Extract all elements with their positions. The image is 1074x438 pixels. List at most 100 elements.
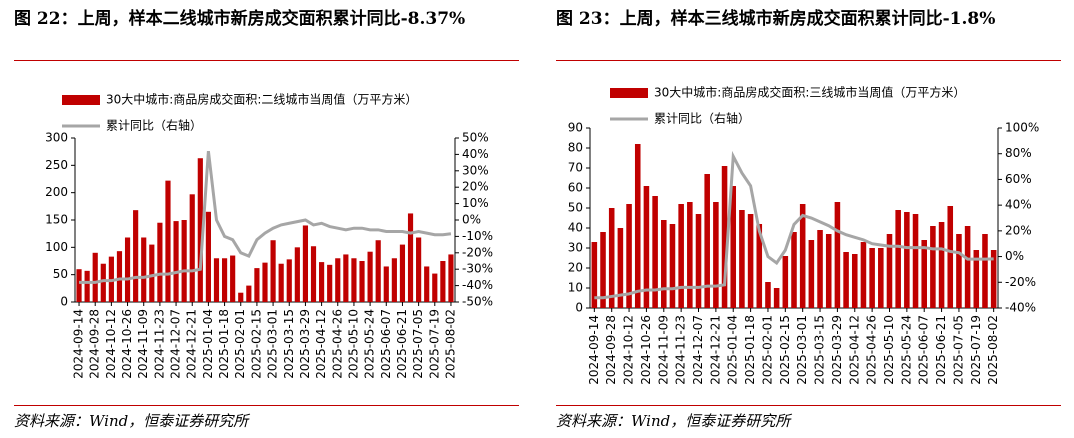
y-tick-label: 0 — [575, 301, 583, 315]
line — [594, 150, 994, 300]
bar — [213, 258, 220, 302]
bar — [756, 224, 763, 308]
legend-swatch — [62, 95, 100, 105]
bar — [351, 258, 357, 302]
x-tick-label: 2025-02-01 — [233, 309, 247, 379]
bar — [617, 228, 624, 308]
bar — [124, 237, 131, 302]
y2-tick-label: -50% — [462, 295, 493, 309]
bar — [687, 202, 693, 308]
bar — [278, 263, 284, 302]
y-tick-label: 100 — [45, 240, 68, 254]
y2-tick-label: -20% — [1005, 275, 1036, 289]
legend-swatch — [610, 88, 648, 98]
bar — [739, 210, 745, 308]
x-tick-label: 2025-03-01 — [266, 309, 280, 379]
y2-tick-label: 0% — [462, 213, 481, 227]
y2-tick-label: 80% — [1005, 146, 1032, 160]
bar — [765, 282, 771, 308]
x-tick-label: 2024-11-09 — [656, 315, 670, 385]
x-tick-label: 2025-02-15 — [778, 315, 792, 385]
bar — [319, 262, 325, 302]
bar — [197, 158, 203, 302]
bar — [808, 240, 815, 308]
bar — [359, 261, 365, 302]
source: 资料来源：Wind，恒泰证券研究所 — [14, 405, 519, 438]
bar — [773, 288, 780, 308]
bar — [335, 258, 341, 302]
bar — [424, 266, 430, 302]
bar — [262, 262, 268, 302]
x-tick-label: 2025-07-19 — [969, 315, 983, 385]
bar — [116, 251, 123, 302]
chart-title: 图 23：上周，样本三线城市新房成交面积累计同比-1.8% — [556, 4, 1061, 61]
y2-tick-label: 40% — [462, 147, 489, 161]
y-tick-label: 80 — [568, 141, 583, 155]
bar — [608, 208, 615, 308]
bar — [904, 212, 910, 308]
x-tick-label: 2025-05-10 — [882, 315, 896, 385]
x-tick-label: 2025-03-29 — [830, 315, 844, 385]
x-tick-label: 2025-04-26 — [865, 315, 879, 385]
source: 资料来源：Wind，恒泰证券研究所 — [556, 405, 1061, 438]
x-tick-label: 2025-02-15 — [249, 309, 263, 379]
y2-tick-label: 40% — [1005, 198, 1032, 212]
bar — [367, 251, 373, 302]
bar — [747, 214, 754, 308]
y2-tick-label: -40% — [462, 278, 493, 292]
x-tick-label: 2024-10-26 — [639, 315, 653, 385]
y-tick-label: 70 — [568, 161, 583, 175]
bar — [721, 166, 728, 308]
x-tick-label: 2025-05-24 — [899, 315, 913, 385]
y2-tick-label: 100% — [1005, 121, 1039, 135]
y2-tick-label: 20% — [462, 180, 489, 194]
bar — [157, 222, 163, 302]
bar — [964, 226, 971, 308]
bar — [76, 269, 82, 302]
y-tick-label: 50 — [568, 201, 583, 215]
x-tick-label: 2024-10-26 — [120, 309, 134, 379]
y2-tick-label: -40% — [1005, 301, 1036, 315]
y-tick-label: 50 — [53, 267, 68, 281]
bar — [634, 144, 641, 308]
x-tick-label: 2024-12-07 — [691, 315, 705, 385]
y-tick-label: 10 — [568, 281, 583, 295]
x-tick-label: 2024-11-23 — [674, 315, 688, 385]
bar — [432, 273, 438, 302]
bar — [704, 174, 710, 308]
x-tick-label: 2025-03-15 — [282, 309, 296, 379]
bar — [310, 246, 317, 302]
bar — [713, 202, 719, 308]
legend-label: 累计同比（右轴） — [106, 118, 202, 133]
line — [79, 150, 452, 284]
bar — [661, 220, 667, 308]
bar — [165, 180, 171, 302]
bar — [834, 202, 841, 308]
y2-tick-label: 20% — [1005, 223, 1032, 237]
x-tick-label: 2025-02-01 — [760, 315, 774, 385]
bar — [626, 204, 632, 308]
bar — [886, 234, 893, 308]
bar — [343, 254, 349, 302]
y-tick-label: 0 — [60, 295, 68, 309]
bar — [990, 250, 997, 308]
y2-tick-label: 30% — [462, 163, 489, 177]
x-tick-label: 2025-05-24 — [363, 309, 377, 379]
x-tick-label: 2025-01-04 — [726, 315, 740, 385]
bar — [238, 292, 244, 302]
bar — [956, 234, 962, 308]
bar — [141, 237, 147, 302]
bar — [448, 254, 454, 302]
x-tick-label: 2024-09-28 — [88, 309, 102, 379]
bar — [895, 210, 901, 308]
x-tick-label: 2025-07-19 — [427, 309, 441, 379]
y2-tick-label: -30% — [462, 262, 493, 276]
bar — [591, 242, 598, 308]
bar — [92, 252, 98, 302]
bar — [254, 268, 260, 302]
x-tick-label: 2024-12-21 — [708, 315, 722, 385]
x-tick-label: 2025-04-12 — [847, 315, 861, 385]
y-tick-label: 150 — [45, 213, 68, 227]
